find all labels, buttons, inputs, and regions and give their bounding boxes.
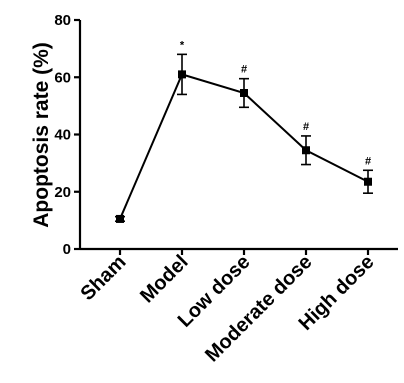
significance-label: # <box>365 155 371 167</box>
data-point <box>240 88 248 97</box>
y-tick-label: 20 <box>54 184 71 201</box>
y-tick-label: 0 <box>63 241 71 258</box>
significance-label: # <box>303 121 309 133</box>
y-axis-label: Apoptosis rate (%) <box>30 42 53 228</box>
axes <box>78 20 398 251</box>
x-tick-label: Model <box>136 251 192 307</box>
data-point <box>364 177 372 186</box>
y-tick-label: 60 <box>54 69 71 86</box>
significance-label: # <box>241 64 247 76</box>
y-tick-label: 40 <box>54 127 71 144</box>
data-point <box>302 146 310 155</box>
y-ticks: 0 20 40 60 80 <box>54 12 80 258</box>
significance-label: * <box>180 39 185 51</box>
x-tick-label: Moderate dose <box>201 251 316 366</box>
data-point <box>116 214 124 223</box>
y-tick-label: 80 <box>54 12 71 29</box>
data-point <box>178 70 186 79</box>
x-tick-label: Sham <box>76 251 130 305</box>
data-series: * # # # <box>115 39 373 223</box>
